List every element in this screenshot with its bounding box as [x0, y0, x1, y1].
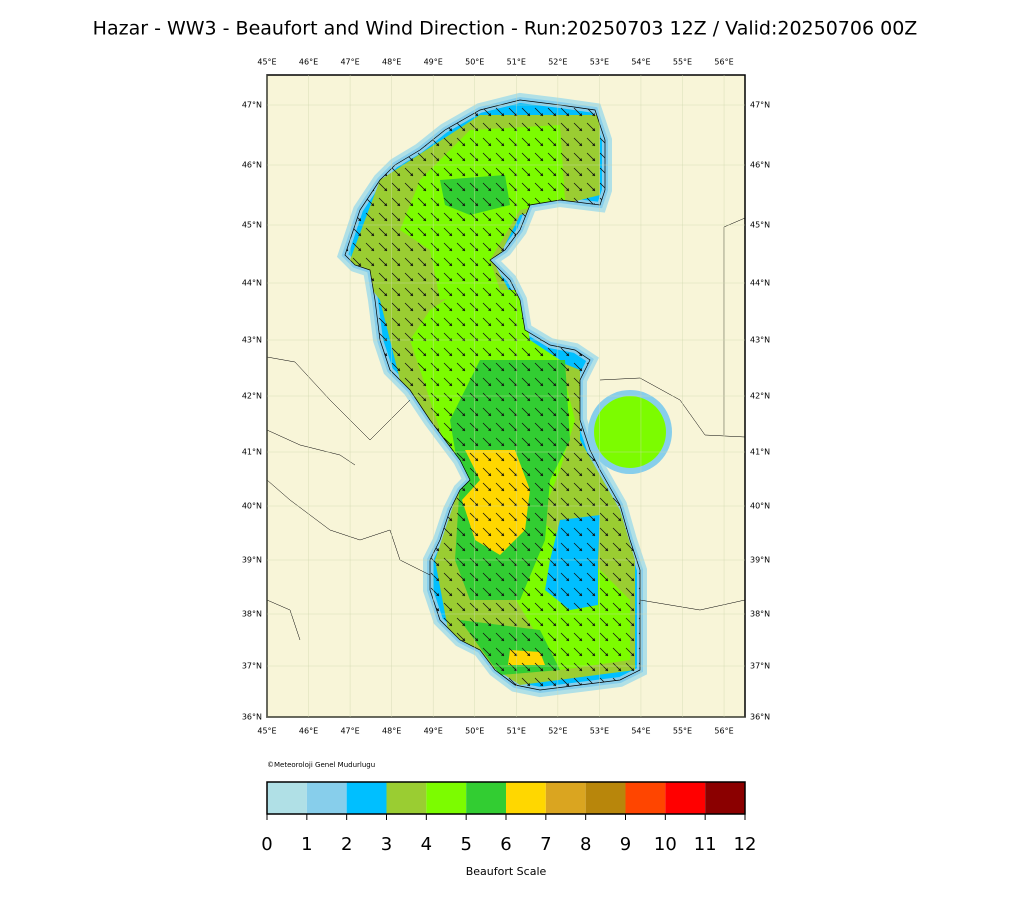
- lon-label: 56°E: [714, 58, 733, 67]
- colorbar-segment: [267, 782, 307, 814]
- lat-label: 45°N: [750, 221, 770, 230]
- colorbar-tick-label: 9: [620, 834, 631, 855]
- lon-label: 55°E: [673, 727, 692, 736]
- lat-label: 43°N: [750, 336, 770, 345]
- lon-label: 55°E: [673, 58, 692, 67]
- lon-label: 49°E: [424, 58, 443, 67]
- lat-label: 46°N: [242, 161, 262, 170]
- lat-label: 41°N: [242, 448, 262, 457]
- lon-label: 48°E: [382, 58, 401, 67]
- colorbar-tick-label: 11: [694, 834, 717, 855]
- colorbar-segment: [705, 782, 745, 814]
- colorbar: 0 1 2 3 4 5 6 7 8 9 10 11 12: [261, 781, 757, 855]
- colorbar-tick-label: 4: [421, 834, 432, 855]
- credit: ©Meteoroloji Genel Mudurlugu: [267, 761, 375, 769]
- lat-label: 38°N: [242, 610, 262, 619]
- lat-label: 44°N: [242, 279, 262, 288]
- lon-label: 45°E: [257, 58, 276, 67]
- colorbar-segment: [346, 782, 387, 814]
- lon-label: 47°E: [340, 58, 359, 67]
- lon-label: 49°E: [424, 727, 443, 736]
- colorbar-tick-label: 1: [301, 834, 312, 855]
- colorbar-tick-label: 3: [381, 834, 392, 855]
- lat-label: 40°N: [242, 502, 262, 511]
- lon-label: 50°E: [465, 727, 484, 736]
- lat-label: 39°N: [242, 556, 262, 565]
- lat-label: 38°N: [750, 610, 770, 619]
- lat-label: 47°N: [750, 101, 770, 110]
- colorbar-tick-label: 7: [540, 834, 551, 855]
- lat-label: 42°N: [750, 392, 770, 401]
- lat-label: 44°N: [750, 279, 770, 288]
- colorbar-tick-label: 10: [654, 834, 677, 855]
- lat-label: 43°N: [242, 336, 262, 345]
- lon-label: 48°E: [382, 727, 401, 736]
- lon-label: 45°E: [257, 727, 276, 736]
- lon-label: 56°E: [714, 727, 733, 736]
- lat-label: 39°N: [750, 556, 770, 565]
- colorbar-segment: [585, 782, 626, 814]
- lon-label: 46°E: [299, 727, 318, 736]
- colorbar-tick-label: 6: [500, 834, 511, 855]
- lon-label: 46°E: [299, 58, 318, 67]
- lat-label: 41°N: [750, 448, 770, 457]
- colorbar-segment: [426, 782, 467, 814]
- colorbar-segment: [545, 782, 586, 814]
- lat-label: 45°N: [242, 221, 262, 230]
- colorbar-tick-label: 2: [341, 834, 352, 855]
- colorbar-tick-label: 0: [261, 834, 272, 855]
- lon-label: 54°E: [631, 58, 650, 67]
- colorbar-tick-label: 12: [734, 834, 757, 855]
- colorbar-segment: [386, 782, 427, 814]
- lon-label: 51°E: [507, 58, 526, 67]
- lon-label: 52°E: [548, 727, 567, 736]
- colorbar-segment: [306, 782, 347, 814]
- lat-label: 37°N: [750, 662, 770, 671]
- colorbar-tick-label: 5: [460, 834, 471, 855]
- colorbar-tick-label: 8: [580, 834, 591, 855]
- lon-label: 50°E: [465, 58, 484, 67]
- lon-label: 52°E: [548, 58, 567, 67]
- lat-label: 40°N: [750, 502, 770, 511]
- lon-label: 54°E: [631, 727, 650, 736]
- colorbar-segment: [466, 782, 506, 814]
- title: Hazar - WW3 - Beaufort and Wind Directio…: [93, 18, 918, 40]
- lon-label: 53°E: [590, 727, 609, 736]
- lat-label: 47°N: [242, 101, 262, 110]
- lat-label: 36°N: [242, 713, 262, 722]
- lat-label: 36°N: [750, 713, 770, 722]
- bay: [594, 396, 666, 468]
- colorbar-segment: [506, 782, 546, 814]
- colorbar-label: Beaufort Scale: [466, 865, 547, 878]
- lon-label: 47°E: [340, 727, 359, 736]
- colorbar-segment: [625, 782, 666, 814]
- lon-label: 53°E: [590, 58, 609, 67]
- lat-label: 46°N: [750, 161, 770, 170]
- lat-label: 37°N: [242, 662, 262, 671]
- borders: [266, 217, 746, 641]
- lon-label: 51°E: [507, 727, 526, 736]
- colorbar-segment: [665, 782, 706, 814]
- lat-label: 42°N: [242, 392, 262, 401]
